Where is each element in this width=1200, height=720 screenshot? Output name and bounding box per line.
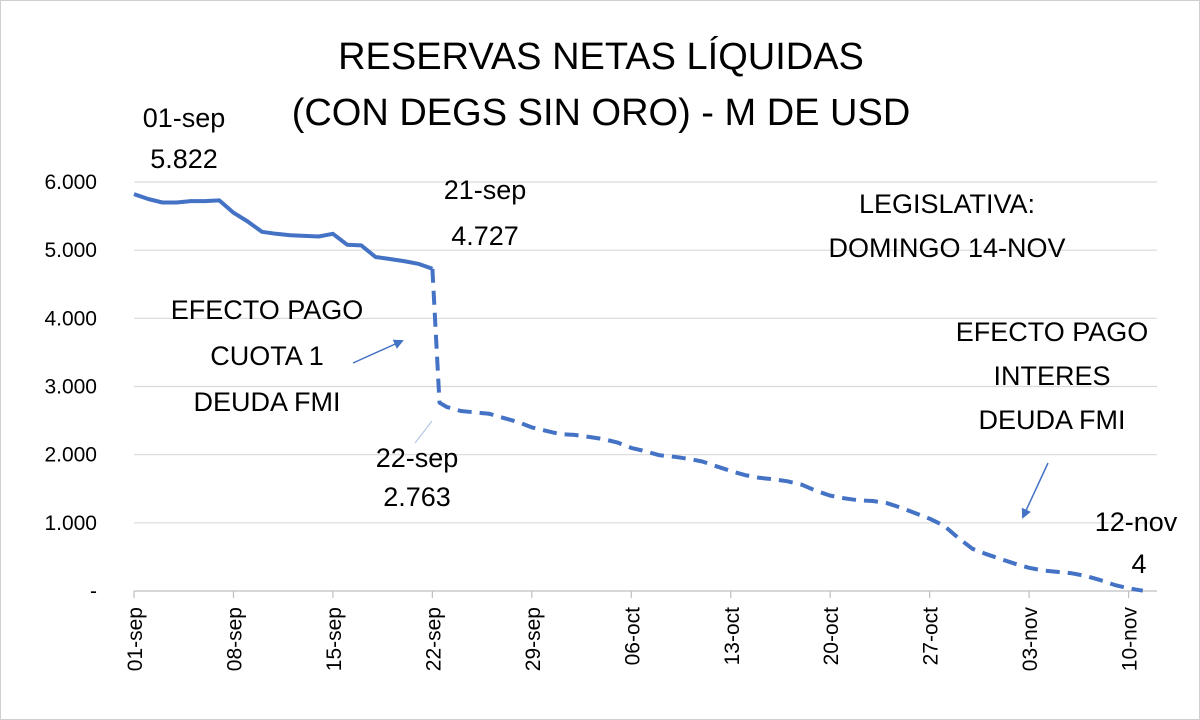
annotation-interes-arrow xyxy=(1021,462,1049,519)
x-tick-label: 15-sep xyxy=(323,607,346,671)
y-tick-label: 1.000 xyxy=(44,512,97,535)
y-axis-ticks: - 1.000 2.000 3.000 4.000 5.000 6.000 xyxy=(44,171,97,603)
annotation-legislativa-line-2: DOMINGO 14-NOV xyxy=(828,233,1065,263)
series-group xyxy=(133,192,1144,593)
x-tick-label: 06-oct xyxy=(621,607,644,666)
annotation-22-sep-leader xyxy=(414,420,433,444)
annotation-interes-line-2: INTERES xyxy=(993,361,1110,391)
x-tick-label: 01-sep xyxy=(124,607,147,671)
annotation-21-sep-date: 21-sep xyxy=(444,175,527,205)
annotation-01-sep-value: 5.822 xyxy=(150,144,218,174)
y-tick-label: - xyxy=(90,580,97,603)
chart-title-line-1: RESERVAS NETAS LÍQUIDAS xyxy=(338,35,864,78)
gridlines xyxy=(134,181,1157,592)
annotation-legislativa-line-1: LEGISLATIVA: xyxy=(859,189,1035,219)
x-tick-label: 22-sep xyxy=(422,607,445,671)
series-line-dashed xyxy=(430,268,1144,593)
x-tick-label: 27-oct xyxy=(920,607,943,666)
annotation-12-nov-date: 12-nov xyxy=(1095,507,1178,537)
x-tick-label: 10-nov xyxy=(1119,607,1142,672)
y-tick-label: 6.000 xyxy=(44,171,97,194)
annotation-interes-line-3: DEUDA FMI xyxy=(978,405,1125,435)
y-tick-label: 4.000 xyxy=(44,307,97,330)
y-tick-label: 2.000 xyxy=(44,444,97,467)
annotation-22-sep-date: 22-sep xyxy=(376,443,459,473)
series-line-solid xyxy=(133,192,434,271)
x-tick-label: 08-sep xyxy=(223,607,246,671)
y-tick-label: 5.000 xyxy=(44,239,97,262)
annotation-21-sep-value: 4.727 xyxy=(451,221,519,251)
x-tick-label: 29-sep xyxy=(522,607,545,671)
annotation-interes-line-1: EFECTO PAGO xyxy=(956,317,1149,347)
annotation-cuota-line-1: EFECTO PAGO xyxy=(171,295,364,325)
x-tick-label: 13-oct xyxy=(721,607,744,666)
chart-title-line-2: (CON DEGS SIN ORO) - M DE USD xyxy=(292,92,911,134)
annotation-22-sep-value: 2.763 xyxy=(383,482,451,512)
annotation-cuota-line-2: CUOTA 1 xyxy=(210,341,324,371)
annotation-cuota-arrow xyxy=(352,339,404,364)
annotation-12-nov-value: 4 xyxy=(1131,549,1146,579)
annotation-cuota-line-3: DEUDA FMI xyxy=(193,387,340,417)
annotation-01-sep-date: 01-sep xyxy=(143,103,226,133)
x-tick-label: 03-nov xyxy=(1019,607,1042,672)
x-axis-ticks: 01-sep 08-sep 15-sep 22-sep 29-sep 06-oct 13-o… xyxy=(124,591,1142,671)
x-tick-label: 20-oct xyxy=(820,607,843,666)
y-tick-label: 3.000 xyxy=(44,376,97,399)
